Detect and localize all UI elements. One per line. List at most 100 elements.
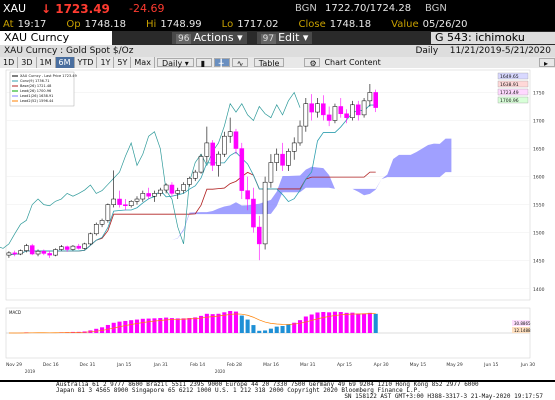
macd-bar (251, 325, 256, 333)
candle-body (338, 106, 344, 115)
candle-body (105, 204, 111, 221)
macd-bar (315, 312, 320, 333)
actions-number: 96 (176, 34, 192, 44)
period-tab-1d[interactable]: 1D (0, 57, 19, 68)
candle-body (321, 103, 326, 116)
ticker-symbol: XAU (3, 2, 27, 15)
value-tag-label: 1649.65 (500, 74, 519, 80)
value-tag (497, 96, 529, 104)
candle-body (280, 153, 285, 166)
candle-body (70, 245, 76, 250)
macd-bar (123, 320, 128, 333)
chart-content-button[interactable]: Chart Content (324, 58, 381, 67)
price-panel (5, 69, 531, 301)
macd-bar (367, 312, 372, 333)
high-label: Hi (146, 18, 157, 30)
candle-body (24, 245, 29, 251)
candle-body (6, 252, 12, 256)
footer-line-2: Japan 81 3 4565 8900 Singapore 65 6212 1… (56, 387, 421, 394)
macd-bar (303, 316, 308, 333)
ticker-bar: XAU ↓ 1723.49 -24.69 BGN 1722.70/1724.28… (0, 0, 555, 17)
candle-body (169, 184, 175, 194)
candle-body (18, 250, 23, 255)
macd-bar (169, 318, 174, 333)
period-tab-3d[interactable]: 3D (18, 57, 37, 68)
chart-type-icon[interactable]: ▮ (195, 58, 212, 68)
macd-bar (181, 318, 186, 333)
frequency-label: Daily (415, 46, 439, 56)
macd-signal-line (8, 313, 376, 334)
open-value: 1748.18 (84, 18, 126, 30)
price-axis-label: 1500 (533, 231, 545, 237)
date-range[interactable]: Daily 11/21/2019-5/21/2020 (415, 46, 551, 56)
period-tab-max[interactable]: Max (131, 57, 155, 68)
macd-bar (146, 318, 151, 333)
macd-tag-label: 30.8865 (514, 321, 531, 326)
candle-body (297, 125, 303, 144)
security-title[interactable]: XAU Curncy (0, 31, 112, 45)
macd-bar (292, 322, 297, 333)
candle-body (192, 171, 198, 179)
value-tag-label: 1723.49 (500, 90, 519, 96)
macd-bar (309, 314, 314, 333)
open-label: Op (66, 18, 81, 30)
macd-bar (129, 320, 134, 333)
legend-label: Lead2(52) 1596.44 (20, 99, 54, 103)
candle-body (245, 190, 250, 200)
macd-bar (344, 312, 349, 333)
more-icon[interactable]: ▸ (539, 58, 555, 68)
x-axis-label: Mar 16 (263, 362, 279, 368)
candle-body (344, 113, 349, 118)
footer-line-1: Australia 61 2 9777 8600 Brazil 5511 239… (56, 381, 479, 388)
macd-bar (350, 312, 355, 333)
macd-bar (233, 311, 239, 333)
macd-bar (356, 313, 361, 333)
candle-body (286, 151, 291, 166)
value-tag-label: 1700.96 (500, 98, 519, 104)
edit-label: Edit ▾ (278, 31, 309, 44)
macd-bar (210, 314, 215, 333)
x-axis-label: Apr 30 (374, 362, 389, 368)
macd-bar (152, 318, 157, 333)
macd-bar (321, 312, 326, 333)
period-tab-5y[interactable]: 5Y (114, 57, 132, 68)
candle-body (210, 142, 215, 166)
footer-line-3: SN 158122 AST GMT+3:00 H388-3317-3 21-Ma… (344, 393, 543, 400)
macd-bar (193, 317, 198, 333)
candle-icon[interactable]: ╂ (213, 58, 230, 68)
line-icon[interactable]: ∿ (231, 58, 248, 68)
chikou-line (0, 91, 301, 249)
value-tag (497, 72, 529, 80)
macd-bar (362, 313, 367, 333)
macd-bar (332, 311, 337, 333)
candle-body (309, 103, 314, 113)
period-tab-ytd[interactable]: YTD (75, 57, 98, 68)
frequency-select[interactable]: Daily ▾ (156, 58, 194, 68)
at-value: 19:17 (17, 18, 47, 30)
edit-menu[interactable]: 97 Edit ▾ (256, 31, 313, 44)
edit-number: 97 (260, 34, 277, 44)
candle-body (123, 204, 128, 207)
actions-menu[interactable]: 96 Actions ▾ (172, 32, 247, 44)
macd-bar (373, 313, 378, 333)
macd-bar (134, 319, 140, 333)
macd-bar (164, 317, 169, 333)
table-button[interactable]: Table (253, 58, 285, 68)
period-tab-6m[interactable]: 6M (55, 57, 75, 68)
gear-icon[interactable]: ⚙ (304, 58, 321, 68)
range-label: 11/21/2019-5/21/2020 (449, 46, 551, 56)
candle-body (134, 198, 140, 202)
ichimoku-chart: 1750 1700 1650 1600 1550 1500 1450 1400 XAU Curn… (0, 69, 545, 374)
candle-body (251, 198, 256, 228)
candle-body (82, 243, 87, 249)
macd-bar (239, 315, 244, 333)
bid-ask: 1722.70/1724.28 (325, 3, 412, 14)
period-tab-1y[interactable]: 1Y (97, 57, 115, 68)
candle-body (12, 252, 18, 255)
candle-body (332, 106, 338, 121)
candle-body (158, 189, 163, 194)
period-tab-1m[interactable]: 1M (37, 57, 56, 68)
toolbar: XAU Curncy 96 Actions ▾ 97 Edit ▾ G 543: i… (0, 31, 555, 45)
price-axis-label: 1650 (533, 147, 545, 153)
x-axis-label: Feb 28 (227, 362, 242, 368)
